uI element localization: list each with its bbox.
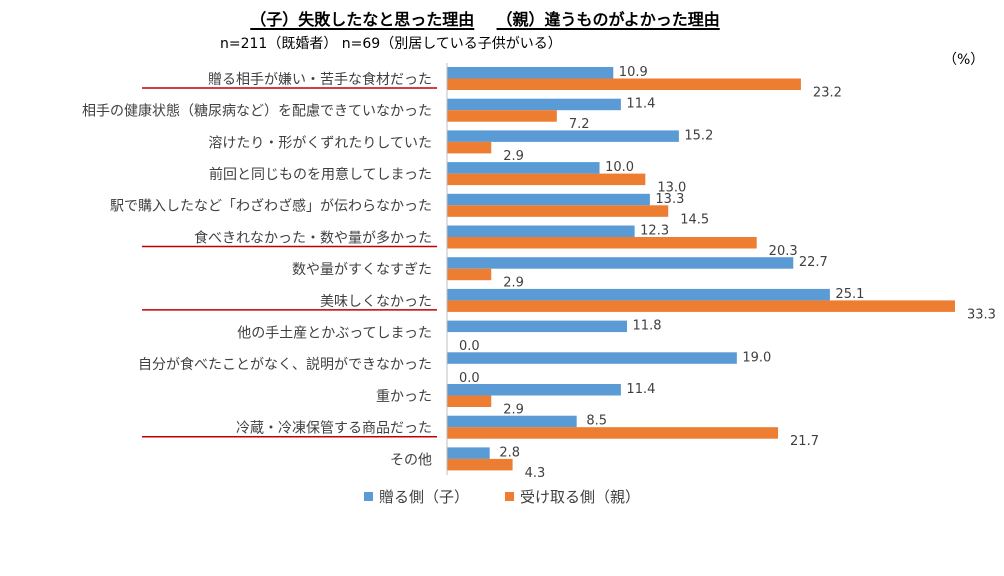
bar [447, 237, 757, 249]
category-label: 自分が食べたことがなく、説明ができなかった [138, 356, 432, 373]
data-label: 0.0 [459, 371, 480, 386]
category-label: 贈る相手が嫌い・苦手な食材だった [208, 71, 432, 88]
title-parent-part: （親）違うものがよかった理由 [496, 10, 720, 29]
data-label: 20.3 [769, 244, 798, 259]
bar [447, 257, 794, 269]
bar [447, 395, 492, 407]
bar [447, 78, 801, 90]
category-label: 重かった [376, 389, 432, 405]
data-label: 2.9 [503, 403, 524, 418]
data-label: 22.7 [799, 255, 828, 270]
chart-title: （子）失敗したなと思った理由 （親）違うものがよかった理由 [0, 6, 970, 30]
legend-label-giver: 贈る側（子） [378, 488, 469, 506]
data-label: 11.4 [626, 97, 655, 112]
bar [447, 162, 600, 174]
data-label: 4.3 [525, 466, 546, 481]
legend-swatch-giver [363, 492, 373, 501]
category-label: 相手の健康状態（糖尿病など）を配慮できていなかった [82, 103, 432, 120]
category-label: 前回と同じものを用意してしまった [209, 166, 432, 183]
category-label: 食べきれなかった・数や量が多かった [194, 229, 432, 246]
data-label: 0.0 [459, 339, 480, 354]
bar [447, 427, 779, 439]
data-label: 23.2 [813, 86, 842, 101]
data-label: 15.2 [684, 128, 713, 143]
data-label: 11.4 [626, 382, 655, 397]
data-label: 14.5 [680, 212, 709, 227]
data-label: 13.3 [655, 192, 684, 207]
bar [447, 173, 646, 186]
data-label: 13.0 [657, 181, 686, 196]
data-label: 33.3 [967, 307, 996, 322]
bar [447, 415, 577, 428]
unit-label: （%） [943, 52, 985, 68]
bar [447, 141, 492, 154]
bar [447, 458, 513, 471]
bar [447, 205, 669, 217]
data-label: 7.2 [569, 117, 590, 132]
bar [447, 384, 621, 396]
bar [447, 300, 955, 312]
bar [447, 193, 650, 206]
category-label: 溶けたり・形がくずれたりしていた [208, 135, 432, 151]
data-label: 8.5 [586, 414, 607, 429]
data-label: 10.9 [619, 65, 648, 80]
category-label: 駅で購入したなど「わざわざ感」が伝わらなかった [110, 198, 432, 215]
category-label: その他 [390, 452, 432, 468]
legend-item-giver: 贈る側（子） [363, 486, 469, 507]
bar [447, 225, 635, 237]
data-label: 11.8 [633, 319, 662, 334]
data-label: 2.9 [503, 276, 524, 291]
category-label: 美味しくなかった [320, 294, 432, 310]
data-label: 2.9 [503, 149, 524, 164]
data-label: 12.3 [640, 224, 669, 239]
legend: 贈る側（子） 受け取る側（親） [0, 486, 1004, 507]
bar [447, 447, 490, 459]
data-label: 25.1 [835, 287, 864, 302]
bar [447, 352, 737, 364]
data-label: 19.0 [742, 350, 771, 365]
category-label: 数や量がすくなすぎた [292, 262, 432, 278]
title-child-part: （子）失敗したなと思った理由 [250, 10, 475, 29]
legend-swatch-receiver [505, 492, 514, 501]
bar [447, 130, 679, 142]
bar [447, 320, 628, 333]
legend-item-receiver: 受け取る側（親） [505, 486, 640, 507]
category-label: 他の手土産とかぶってしまった [237, 325, 432, 341]
data-label: 2.8 [499, 445, 520, 460]
bar [447, 110, 557, 122]
chart-subtitle: n=211（既婚者） n=69（別居している子供がいる） [220, 36, 562, 52]
data-label: 21.7 [790, 434, 819, 449]
bar [447, 98, 621, 111]
legend-label-receiver: 受け取る側（親） [520, 488, 641, 506]
bar [447, 288, 830, 301]
bar [447, 67, 614, 79]
category-label: 冷蔵・冷凍保管する商品だった [236, 421, 432, 437]
bar [447, 268, 492, 281]
data-label: 10.0 [605, 160, 634, 175]
